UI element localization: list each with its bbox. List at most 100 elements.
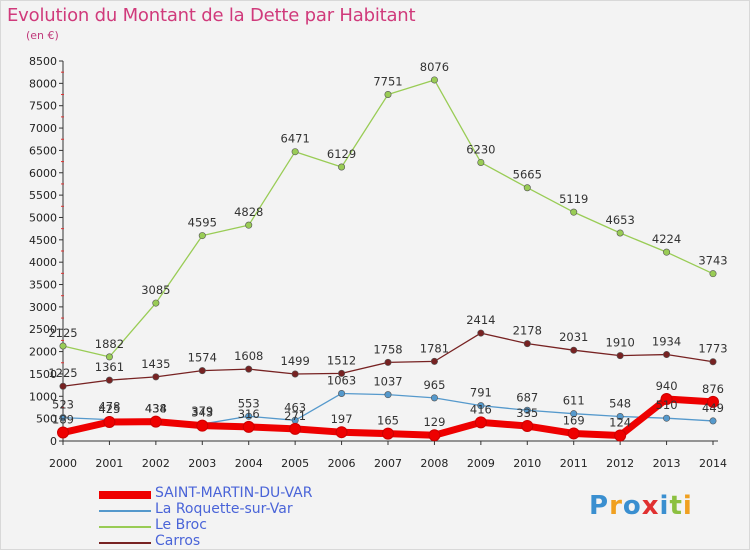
proxiti-logo: Proxiti (589, 491, 693, 521)
y-tick-label: 8000 (29, 77, 57, 90)
data-point (567, 427, 580, 440)
chart-subtitle: (en €) (26, 29, 59, 42)
x-tick-label: 2009 (467, 457, 495, 470)
data-label: 876 (702, 382, 724, 396)
data-point (152, 373, 160, 381)
data-point (291, 148, 299, 156)
data-point (616, 229, 624, 237)
y-tick-label: 1500 (29, 368, 57, 381)
data-point (614, 429, 627, 442)
data-label: 510 (656, 398, 678, 412)
data-label: 1512 (327, 353, 356, 367)
data-label: 2178 (513, 324, 542, 338)
x-tick-label: 2011 (560, 457, 588, 470)
data-point (384, 90, 392, 98)
x-tick-label: 2003 (188, 457, 216, 470)
data-label: 1499 (281, 354, 310, 368)
data-point (570, 208, 578, 216)
y-tick-label: 6000 (29, 167, 57, 180)
data-label: 1037 (373, 375, 402, 389)
y-tick-label: 0 (50, 435, 57, 448)
data-point (196, 419, 209, 432)
data-label: 434 (145, 402, 167, 416)
data-point (523, 184, 531, 192)
data-label: 5665 (513, 168, 542, 182)
data-label: 1361 (95, 360, 124, 374)
data-point (338, 389, 346, 397)
data-label: 335 (516, 406, 538, 420)
legend-swatch (99, 510, 151, 512)
data-label: 965 (423, 378, 445, 392)
data-point (291, 370, 299, 378)
data-label: 3085 (141, 283, 170, 297)
y-tick-label: 4500 (29, 234, 57, 247)
y-tick-label: 5500 (29, 189, 57, 202)
data-point (570, 410, 578, 418)
data-point (616, 352, 624, 360)
data-label: 7751 (373, 74, 402, 88)
data-label: 687 (516, 390, 538, 404)
y-tick-label: 2000 (29, 346, 57, 359)
data-point (59, 382, 67, 390)
legend-label: Carros (155, 533, 201, 549)
x-tick-label: 2001 (95, 457, 123, 470)
data-label: 379 (191, 404, 213, 418)
y-tick-label: 4000 (29, 256, 57, 269)
data-point (105, 353, 113, 361)
data-label: 416 (470, 402, 492, 416)
data-label: 124 (609, 415, 631, 429)
legend-swatch (99, 491, 151, 499)
x-tick-label: 2013 (653, 457, 681, 470)
data-point (474, 416, 487, 429)
data-label: 2125 (48, 326, 77, 340)
data-label: 4653 (606, 213, 635, 227)
data-point (709, 358, 717, 366)
x-tick-label: 2014 (699, 457, 727, 470)
data-label: 4828 (234, 205, 263, 219)
data-label: 5119 (559, 192, 588, 206)
data-point (477, 158, 485, 166)
y-tick-label: 500 (36, 413, 57, 426)
data-label: 169 (563, 413, 585, 427)
y-tick-label: 6500 (29, 144, 57, 157)
data-point (428, 429, 441, 442)
data-point (430, 394, 438, 402)
data-label: 1435 (141, 357, 170, 371)
data-point (660, 392, 673, 405)
data-label: 611 (563, 394, 585, 408)
data-point (245, 412, 253, 420)
data-label: 1063 (327, 373, 356, 387)
data-label: 8076 (420, 60, 449, 74)
y-tick-label: 2500 (29, 323, 57, 336)
data-point (616, 413, 624, 421)
data-label: 316 (238, 407, 260, 421)
x-tick-label: 2007 (374, 457, 402, 470)
y-tick-label: 5000 (29, 211, 57, 224)
data-point (198, 367, 206, 375)
data-label: 1758 (373, 342, 402, 356)
data-label: 425 (98, 402, 120, 416)
data-label: 4224 (652, 232, 681, 246)
data-label: 271 (284, 409, 306, 423)
data-point (152, 299, 160, 307)
data-point (430, 76, 438, 84)
data-point (384, 358, 392, 366)
data-label: 1781 (420, 341, 449, 355)
data-point (477, 402, 485, 410)
data-point (242, 420, 255, 433)
data-point (149, 415, 162, 428)
data-label: 1910 (606, 336, 635, 350)
legend-swatch (99, 542, 151, 544)
data-label: 1608 (234, 349, 263, 363)
data-label: 548 (609, 397, 631, 411)
x-tick-label: 2004 (235, 457, 263, 470)
legend-label: La Roquette-sur-Var (155, 501, 293, 517)
data-label: 478 (98, 400, 120, 414)
data-point (338, 369, 346, 377)
x-tick-label: 2000 (49, 457, 77, 470)
legend-swatch (99, 526, 151, 528)
data-point (198, 232, 206, 240)
data-label: 6471 (281, 132, 310, 146)
